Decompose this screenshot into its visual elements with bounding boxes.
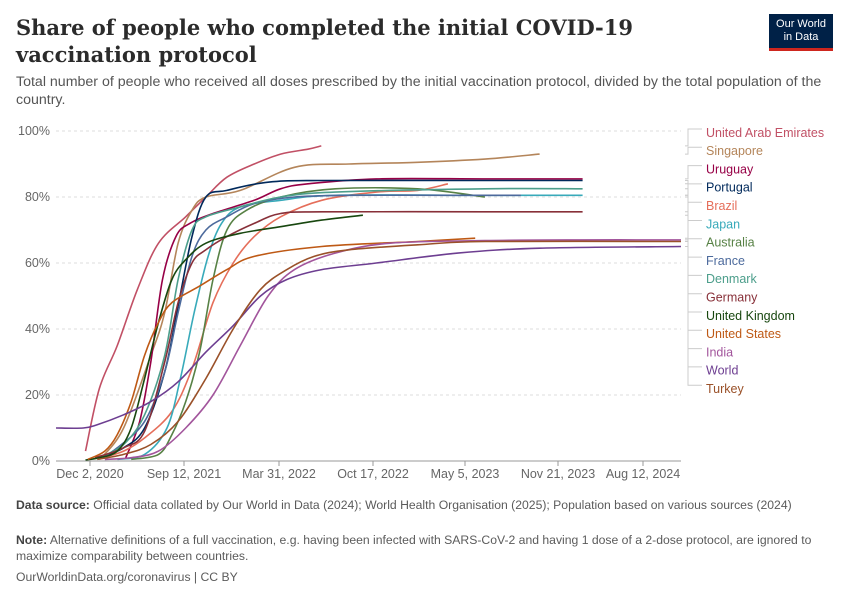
- legend-label[interactable]: United Arab Emirates: [706, 126, 824, 140]
- legend-label[interactable]: Brazil: [706, 199, 737, 213]
- x-tick-label: Mar 31, 2022: [242, 467, 316, 481]
- methodology-note: Note: Alternative definitions of a full …: [16, 533, 816, 564]
- x-tick-label: Dec 2, 2020: [56, 467, 123, 481]
- x-tick-label: Nov 21, 2023: [521, 467, 595, 481]
- y-tick-label: 80%: [25, 190, 50, 204]
- logo-line-1: Our World: [776, 18, 826, 30]
- series-line-france[interactable]: [98, 194, 521, 461]
- legend-label[interactable]: United Kingdom: [706, 309, 795, 323]
- x-tick-label: May 5, 2023: [431, 467, 500, 481]
- series-line-brazil[interactable]: [101, 183, 449, 459]
- legend-label[interactable]: Portugal: [706, 181, 753, 195]
- legend-label[interactable]: Singapore: [706, 144, 763, 158]
- legend-connector: [685, 165, 702, 180]
- series-line-australia[interactable]: [131, 186, 486, 461]
- legend-label[interactable]: Denmark: [706, 272, 757, 286]
- series-line-united-arab-emirates[interactable]: [84, 145, 322, 452]
- series-line-portugal[interactable]: [99, 179, 583, 459]
- y-tick-label: 100%: [18, 124, 50, 138]
- series-line-japan[interactable]: [117, 194, 583, 461]
- y-tick-label: 0%: [32, 454, 50, 468]
- series-line-uruguay[interactable]: [125, 177, 583, 458]
- series-line-world[interactable]: [55, 245, 682, 430]
- x-tick-label: Oct 17, 2022: [337, 467, 409, 481]
- series-line-turkey[interactable]: [97, 240, 682, 461]
- x-tick-label: Aug 12, 2024: [606, 467, 680, 481]
- legend-label[interactable]: France: [706, 254, 745, 268]
- legend-connector: [685, 241, 702, 386]
- data-source-label: Data source:: [16, 498, 90, 512]
- legend-label[interactable]: Turkey: [706, 382, 744, 396]
- axes: 0% 20% 40% 60% 80% 100% Dec 2, 2020 Sep 12, 202…: [18, 124, 681, 481]
- owid-logo[interactable]: Our World in Data: [769, 14, 833, 51]
- y-tick-label: 20%: [25, 388, 50, 402]
- legend-label[interactable]: Germany: [706, 290, 758, 304]
- legend-label[interactable]: World: [706, 364, 738, 378]
- series-lines: [55, 145, 682, 461]
- x-tick-label: Sep 12, 2021: [147, 467, 221, 481]
- series-line-singapore[interactable]: [100, 153, 540, 459]
- series-line-india[interactable]: [104, 239, 682, 461]
- legend-label[interactable]: United States: [706, 327, 781, 341]
- chart-subtitle: Total number of people who received all …: [16, 74, 822, 108]
- y-tick-label: 40%: [25, 322, 50, 336]
- logo-line-2: in Data: [783, 31, 819, 43]
- legend-connector: [685, 146, 702, 155]
- source-url-link[interactable]: OurWorldinData.org/coronavirus | CC BY: [16, 570, 238, 584]
- series-line-united-states[interactable]: [87, 237, 476, 461]
- series-line-denmark[interactable]: [99, 187, 583, 459]
- series-line-united-kingdom[interactable]: [85, 214, 363, 461]
- legend-connector: [685, 180, 702, 185]
- legend-connector: [685, 128, 702, 147]
- legend-label[interactable]: Uruguay: [706, 162, 754, 176]
- data-source-text: Official data collated by Our World in D…: [89, 498, 792, 512]
- note-label: Note:: [16, 533, 48, 547]
- legend: United Arab Emirates Singapore Uruguay Port…: [685, 126, 824, 396]
- legend-label[interactable]: Japan: [706, 217, 740, 231]
- y-tick-label: 60%: [25, 256, 50, 270]
- data-source-note: Data source: Official data collated by O…: [16, 498, 816, 514]
- legend-label[interactable]: India: [706, 345, 733, 359]
- series-line-germany[interactable]: [94, 210, 583, 459]
- legend-label[interactable]: Australia: [706, 236, 755, 250]
- note-text: Alternative definitions of a full vaccin…: [16, 533, 812, 563]
- chart-title: Share of people who completed the initia…: [16, 15, 633, 67]
